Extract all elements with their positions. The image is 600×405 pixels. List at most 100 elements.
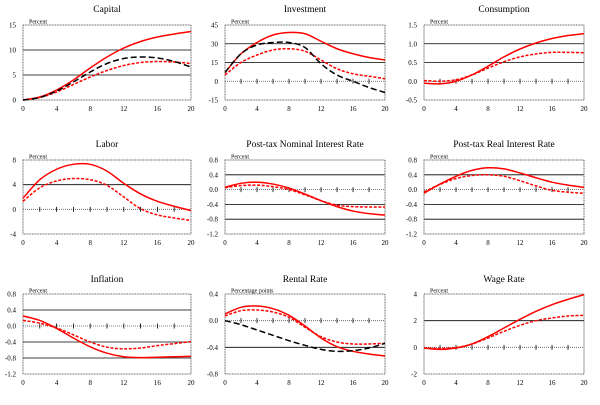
series-line-red-solid [22,315,192,359]
y-tick-label: 0.4 [209,171,218,179]
chart-panel-2: Investment Percent -15 0 15 30 45 0 4 8 12 16 20 [209,5,389,113]
plot-frame [22,293,192,375]
y-tick-label: 15 [211,59,219,67]
plot-frame [423,159,585,235]
y-tick-label: -0.5 [406,97,418,105]
y-tick-label: 0.8 [7,291,16,299]
x-tick-label: 20 [188,105,196,113]
x-tick-label: 16 [154,239,162,247]
series-line-red-solid [22,162,192,212]
y-tick-label: 5 [13,72,17,80]
chart-panel-5: Post-tax Nominal Interest Rate Percent -1.… [207,140,389,247]
series-line-black-dashed [224,41,386,94]
series-line-red-dashed [22,177,192,222]
x-tick-label: 4 [255,239,259,247]
y-tick-label: 15 [9,22,17,30]
x-tick-label: 16 [549,105,557,113]
y-tick-label: -0.8 [207,216,219,224]
series-line-red-dashed [224,47,386,80]
x-tick-label: 16 [350,105,358,113]
x-tick-label: 4 [55,105,59,113]
x-tick-label: 0 [223,379,227,387]
y-tick-label: 30 [211,40,219,48]
y-tick-label: 0.4 [7,307,16,315]
chart-panel-8: Rental Rate Percentage points -0.8 -0.4 0.0 0… [207,275,389,387]
x-tick-label: 0 [422,105,426,113]
y-tick-label: 0.0 [408,186,417,194]
plot-frame [22,24,192,101]
x-tick-label: 8 [88,105,92,113]
y-tick-label: 0.0 [408,78,417,86]
series-line-red-dashed [423,174,585,195]
y-tick-label: 0 [215,78,219,86]
chart-title: Investment [284,5,327,15]
series-line-red-dashed [22,319,192,350]
x-tick-label: 8 [486,105,490,113]
y-tick-label: -0.8 [406,216,418,224]
y-tick-label: -2 [411,371,417,379]
plot-frame [22,159,192,235]
x-tick-label: 4 [255,379,259,387]
chart-panel-7: Inflation Percent -1.2 -0.8 -0.4 0.0 0.4 0.8 0 4 8… [5,274,195,387]
x-tick-label: 12 [120,379,128,387]
y-tick-label: 0.8 [408,157,417,165]
x-tick-label: 20 [581,379,589,387]
x-tick-label: 16 [549,379,557,387]
x-tick-label: 12 [318,379,326,387]
x-tick-label: 4 [255,105,259,113]
x-tick-label: 8 [88,239,92,247]
x-tick-label: 8 [486,239,490,247]
x-tick-label: 16 [154,379,162,387]
y-tick-label: 10 [9,47,17,55]
x-tick-label: 20 [581,105,589,113]
series-line-black-dashed [22,56,192,101]
x-tick-label: 12 [517,379,525,387]
x-tick-label: 8 [88,379,92,387]
chart-title: Consumption [478,5,529,15]
x-tick-label: 12 [517,239,525,247]
y-tick-label: 0 [13,97,17,105]
x-tick-label: 4 [55,239,59,247]
series-line-red-dashed [224,184,386,208]
y-tick-label: -0.4 [406,201,418,209]
x-tick-label: 16 [549,239,557,247]
x-tick-label: 4 [454,239,458,247]
x-tick-label: 20 [382,239,390,247]
chart-title: Rental Rate [283,275,328,285]
x-tick-label: 8 [287,105,291,113]
y-tick-label: 0 [13,206,17,214]
y-tick-label: -15 [209,97,219,105]
x-tick-label: 0 [21,379,25,387]
y-tick-label: 1.0 [408,40,417,48]
y-unit-label: Percent [430,155,448,161]
y-unit-label: Percent [29,289,47,295]
x-tick-label: 0 [422,379,426,387]
plot-frame [423,24,585,101]
y-tick-label: -0.8 [207,371,219,379]
chart-panel-3: Consumption Percent -0.5 0.0 0.5 1.0 1.5 0 4 8 12 1… [406,5,588,113]
y-tick-label: 45 [211,22,219,30]
y-tick-label: -0.8 [5,355,17,363]
x-tick-label: 8 [287,379,291,387]
x-tick-label: 0 [422,239,426,247]
series-line-red-solid [22,30,192,101]
y-tick-label: 0 [414,344,418,352]
plot-frame [224,293,386,375]
y-tick-label: -0.4 [207,344,219,352]
y-tick-label: 2 [414,317,418,325]
chart-title: Inflation [91,274,124,285]
x-tick-label: 12 [318,105,326,113]
y-tick-label: -0.4 [207,201,219,209]
y-unit-label: Percent [29,155,47,161]
x-tick-label: 8 [486,379,490,387]
y-tick-label: -1.2 [207,231,219,239]
chart-title: Post-tax Real Interest Rate [453,140,555,150]
x-tick-label: 0 [21,239,25,247]
y-unit-label: Percent [231,155,249,161]
chart-panel-4: Labor Percent -4 0 4 8 0 4 8 12 16 20 [10,140,195,247]
chart-title: Post-tax Nominal Interest Rate [246,140,363,150]
x-tick-label: 0 [223,239,227,247]
y-tick-label: 0.4 [408,171,417,179]
chart-title: Labor [96,140,120,150]
